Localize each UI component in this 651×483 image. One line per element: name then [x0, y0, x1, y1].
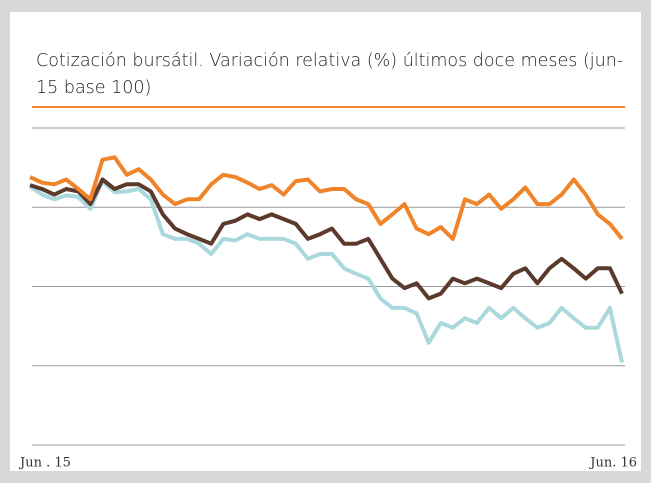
- x-tick-label: Jun . 15: [18, 456, 71, 471]
- series-line: [28, 179, 624, 364]
- series-line: [29, 155, 624, 241]
- panel: [10, 12, 641, 471]
- x-tick-label: Jun. 16: [588, 456, 637, 471]
- chart-title: Cotización bursátil. Variación relativa …: [36, 51, 624, 98]
- series-line: [29, 177, 624, 301]
